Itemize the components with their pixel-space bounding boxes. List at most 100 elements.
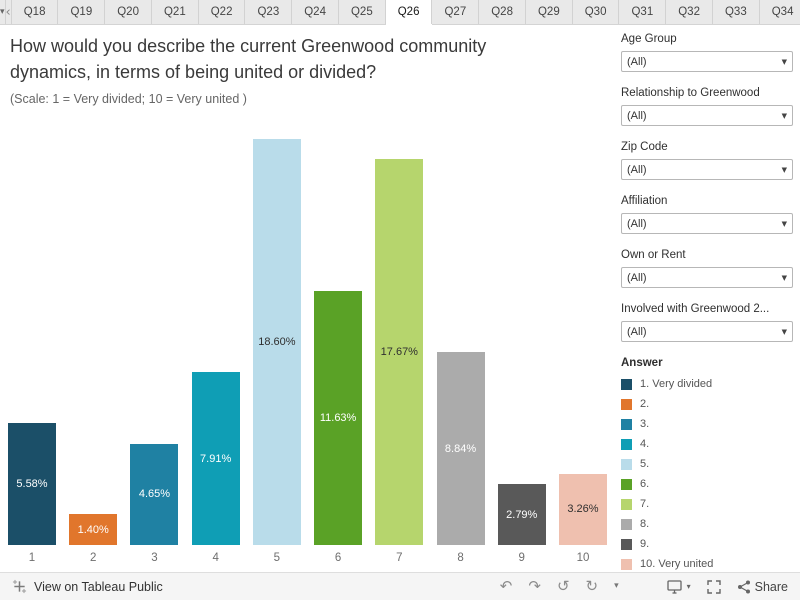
bar-3[interactable]: 4.65% bbox=[130, 443, 179, 545]
legend-item[interactable]: 2. bbox=[621, 398, 793, 410]
chevron-down-icon[interactable]: ▾ bbox=[614, 581, 619, 591]
bar-value-label: 8.84% bbox=[444, 442, 477, 455]
legend-title: Answer bbox=[621, 357, 663, 369]
bar-value-label: 7.91% bbox=[200, 452, 232, 465]
legend-swatch-icon bbox=[621, 518, 632, 530]
x-tick-label: 4 bbox=[212, 552, 219, 564]
legend-label: 5. bbox=[640, 458, 650, 470]
device-download-button[interactable]: ▾ bbox=[666, 579, 691, 594]
tab-q26[interactable]: Q26 bbox=[385, 0, 433, 24]
legend-swatch-icon bbox=[621, 558, 632, 570]
view-on-tableau-public-label: View on Tableau Public bbox=[34, 579, 163, 594]
tableau-footer-toolbar: View on Tableau Public ↶ ↷ ↺ ↻ ▾ ▾ Share bbox=[0, 572, 800, 600]
legend-swatch-icon bbox=[621, 478, 632, 490]
filter-dropdown[interactable]: (All) ▼ bbox=[621, 159, 793, 180]
bar-6[interactable]: 11.63% bbox=[314, 291, 363, 545]
bar-7[interactable]: 17.67% bbox=[375, 159, 424, 545]
filter-dropdown[interactable]: (All) ▼ bbox=[621, 51, 793, 72]
filter-dropdown[interactable]: (All) ▼ bbox=[621, 267, 793, 288]
filter-label: Involved with Greenwood 2... bbox=[621, 303, 770, 315]
tab-q32[interactable]: Q32 bbox=[666, 0, 713, 24]
viewer-actions: ▾ Share bbox=[666, 579, 788, 594]
legend-swatch-icon bbox=[621, 378, 632, 390]
tableau-logo-icon bbox=[12, 579, 27, 594]
legend-item[interactable]: 3. bbox=[621, 418, 793, 430]
tab-q28[interactable]: Q28 bbox=[479, 0, 526, 24]
view-on-tableau-public-link[interactable]: View on Tableau Public bbox=[12, 579, 163, 594]
tab-q23[interactable]: Q23 bbox=[245, 0, 293, 24]
chevron-down-icon: ▼ bbox=[781, 273, 787, 282]
bar-4[interactable]: 7.91% bbox=[191, 372, 240, 545]
tab-q29[interactable]: Q29 bbox=[525, 0, 573, 24]
tab-q33[interactable]: Q33 bbox=[712, 0, 760, 24]
legend-label: 9. bbox=[640, 538, 650, 550]
x-axis: 1 2 3 4 5 6 7 8 9 10 bbox=[8, 552, 607, 564]
legend-label: 4. bbox=[640, 438, 650, 450]
bar-9[interactable]: 2.79% bbox=[497, 484, 546, 545]
bar-10[interactable]: 3.26% bbox=[558, 473, 607, 545]
refresh-icon[interactable]: ↻ bbox=[585, 577, 599, 595]
chart-subtitle: (Scale: 1 = Very divided; 10 = Very unit… bbox=[10, 92, 247, 106]
legend-item[interactable]: 1. Very divided bbox=[621, 378, 793, 390]
tab-q18[interactable]: Q18 bbox=[11, 0, 59, 24]
bar-5[interactable]: 18.60% bbox=[252, 139, 301, 545]
bar-value-label: 18.60% bbox=[258, 336, 296, 348]
legend-swatch-icon bbox=[621, 498, 632, 510]
legend-item[interactable]: 8. bbox=[621, 518, 793, 530]
tab-q24[interactable]: Q24 bbox=[292, 0, 339, 24]
bar-1[interactable]: 5.58% bbox=[8, 423, 56, 545]
tab-q20[interactable]: Q20 bbox=[105, 0, 152, 24]
legend-label: 10. Very united bbox=[640, 558, 714, 570]
filter-selected-value: (All) bbox=[627, 55, 647, 68]
share-label: Share bbox=[754, 579, 788, 594]
filter-dropdown[interactable]: (All) ▼ bbox=[621, 105, 793, 126]
x-tick-label: 10 bbox=[576, 552, 590, 564]
legend-item[interactable]: 4. bbox=[621, 438, 793, 450]
legend-item[interactable]: 7. bbox=[621, 498, 793, 510]
filter-relationship-to-greenwood: Relationship to Greenwood (All) ▼ bbox=[621, 87, 793, 126]
tab-q21[interactable]: Q21 bbox=[151, 0, 199, 24]
legend-item[interactable]: 6. bbox=[621, 478, 793, 490]
legend-item[interactable]: 10. Very united bbox=[621, 558, 793, 570]
legend-swatch-icon bbox=[621, 398, 632, 410]
legend-item[interactable]: 9. bbox=[621, 538, 793, 550]
tab-q31[interactable]: Q31 bbox=[619, 0, 667, 24]
tab-q19[interactable]: Q19 bbox=[58, 0, 106, 24]
filter-selected-value: (All) bbox=[627, 325, 647, 338]
dashboard-main: How would you describe the current Green… bbox=[0, 25, 800, 572]
redo-icon[interactable]: ↷ bbox=[528, 577, 541, 595]
filter-zip-code: Zip Code (All) ▼ bbox=[621, 141, 793, 180]
x-tick-label: 1 bbox=[28, 552, 36, 564]
share-button[interactable]: Share bbox=[737, 580, 788, 594]
tab-q34[interactable]: Q34 bbox=[759, 0, 800, 24]
filter-dropdown[interactable]: (All) ▼ bbox=[621, 213, 793, 234]
filter-affiliation: Affiliation (All) ▼ bbox=[621, 195, 793, 234]
fullscreen-button[interactable] bbox=[706, 579, 721, 594]
sheet-menu-caret-icon[interactable]: ▾ bbox=[0, 0, 6, 24]
tab-list: Q18 Q19 Q20 Q21 Q22 Q23 Q24 Q25 Q26 Q27 Q28 Q29 Q30 Q… bbox=[11, 0, 800, 24]
x-tick-label: 2 bbox=[90, 552, 97, 564]
legend-swatch-icon bbox=[621, 458, 632, 470]
legend-label: 7. bbox=[640, 498, 650, 510]
filter-label: Relationship to Greenwood bbox=[621, 87, 760, 99]
bar-value-label: 5.58% bbox=[16, 478, 48, 491]
legend-item[interactable]: 5. bbox=[621, 458, 793, 470]
tab-q27[interactable]: Q27 bbox=[432, 0, 480, 24]
tab-q30[interactable]: Q30 bbox=[572, 0, 620, 24]
filter-selected-value: (All) bbox=[627, 217, 647, 230]
bar-8[interactable]: 8.84% bbox=[436, 352, 485, 545]
filter-dropdown[interactable]: (All) ▼ bbox=[621, 321, 793, 342]
tab-q25[interactable]: Q25 bbox=[338, 0, 386, 24]
reset-icon[interactable]: ↺ bbox=[556, 577, 570, 595]
chevron-down-icon: ▼ bbox=[781, 327, 787, 336]
bar-value-label: 1.40% bbox=[77, 523, 109, 536]
bar-2[interactable]: 1.40% bbox=[69, 514, 118, 545]
filter-label: Age Group bbox=[621, 33, 677, 45]
chevron-down-icon: ▼ bbox=[781, 165, 787, 174]
legend-label: 1. Very divided bbox=[640, 378, 713, 390]
tab-scroll-left-icon[interactable]: ‹ bbox=[6, 0, 12, 24]
tab-q22[interactable]: Q22 bbox=[198, 0, 246, 24]
history-toolbar: ↶ ↷ ↺ ↻ ▾ bbox=[500, 579, 619, 594]
share-icon bbox=[737, 580, 750, 593]
undo-icon[interactable]: ↶ bbox=[499, 577, 513, 595]
